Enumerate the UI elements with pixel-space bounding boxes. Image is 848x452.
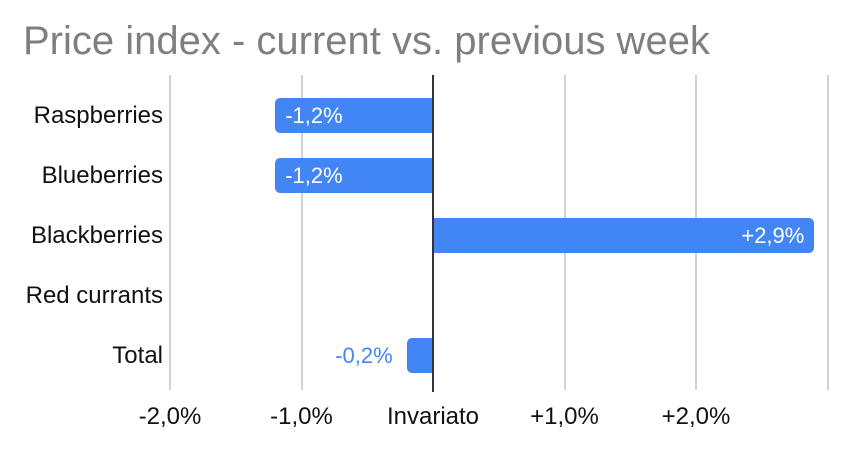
x-axis-tick-label: -1,0% <box>270 403 333 430</box>
category-label-blackberries: Blackberries <box>30 221 163 249</box>
gridline <box>169 75 171 390</box>
category-label-total: Total <box>112 341 163 369</box>
gridline <box>826 75 829 390</box>
x-axis-tick-label: +1,0% <box>530 403 599 430</box>
x-axis-tick-label: Invariato <box>386 403 480 430</box>
bar-blackberries[interactable]: +2,9% <box>433 218 815 253</box>
x-axis-tick-label: -2,0% <box>138 403 202 430</box>
category-label-blueberries: Blueberries <box>41 161 163 189</box>
bar-value-label: -1,2% <box>285 162 343 188</box>
x-axis-tick-label: +2,0% <box>661 403 731 430</box>
category-label-red-currants: Red currants <box>25 281 163 309</box>
chart-title: Price index - current vs. previous week <box>23 19 710 63</box>
bar-value-label: -1,2% <box>285 102 343 128</box>
bar-raspberries[interactable]: -1,2% <box>275 98 433 133</box>
zero-axis-line <box>432 75 434 392</box>
bar-blueberries[interactable]: -1,2% <box>275 158 433 193</box>
bar-total[interactable] <box>406 338 433 373</box>
gridline <box>300 75 303 390</box>
bar-value-label: +2,9% <box>741 222 805 248</box>
bar-value-label: -0,2% <box>335 342 393 368</box>
category-label-raspberries: Raspberries <box>33 101 163 129</box>
